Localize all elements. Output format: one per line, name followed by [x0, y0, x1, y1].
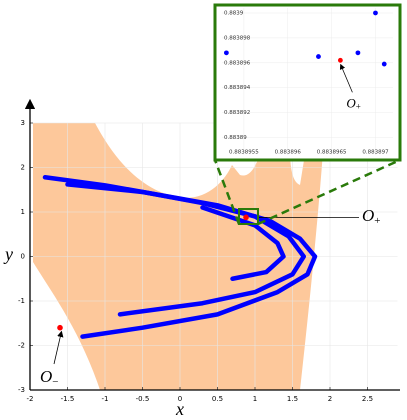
- inset-annotation-label: O+: [346, 95, 360, 111]
- x-tick-label: -0.5: [136, 395, 150, 403]
- annotation-label: O+: [362, 206, 381, 227]
- y-tick-label: -3: [18, 386, 25, 394]
- annotation-arrow: [53, 330, 64, 365]
- y-tick-label: -2: [18, 342, 25, 350]
- y-tick-label: 0.883896: [224, 60, 251, 66]
- point: [373, 10, 378, 16]
- attractor-curve: [200, 205, 286, 281]
- y-tick-label: 0.883894: [224, 85, 251, 91]
- x-tick-label: -1: [102, 395, 109, 403]
- x-tick-label: 0.8838965: [317, 150, 347, 156]
- y-axis-label: y: [3, 244, 13, 264]
- x-tick-label: 2.5: [362, 395, 373, 403]
- y-tick-label: 0: [21, 253, 25, 261]
- fixed-point: [57, 324, 63, 331]
- x-tick-label: -1.5: [61, 395, 75, 403]
- y-tick-label: 0.8839: [224, 10, 244, 16]
- zoom-box: [238, 208, 259, 225]
- annotation-text: O: [346, 95, 356, 110]
- attractor-curve: [65, 182, 306, 317]
- point: [337, 57, 343, 63]
- y-tick-label: 0.883892: [224, 110, 250, 116]
- x-tick-label: 0.883896: [275, 150, 302, 156]
- annotation-label: O−: [40, 367, 59, 388]
- annotation-subscript: +: [374, 215, 380, 227]
- inset-arrow: [339, 63, 353, 93]
- annotation-subscript: −: [52, 376, 58, 388]
- x-tick-label: 0.8838955: [229, 150, 259, 156]
- x-axis-label: x: [175, 399, 184, 419]
- x-tick-label: 0.883897: [362, 150, 389, 156]
- x-tick-label: 0.5: [212, 395, 223, 403]
- y-tick-label: -1: [18, 297, 25, 305]
- y-tick-label: 0.883898: [224, 35, 251, 41]
- point: [316, 54, 321, 59]
- point: [381, 61, 387, 67]
- x-tick-label: -2: [27, 395, 34, 403]
- annotation-text: O: [40, 367, 52, 386]
- y-tick-label: 2: [21, 164, 25, 172]
- y-tick-label: 3: [21, 119, 25, 127]
- y-tick-label: 0.88389: [224, 135, 247, 141]
- x-tick-label: 1: [253, 395, 257, 403]
- zoom-link: [213, 159, 241, 225]
- x-tick-label: 1.5: [287, 395, 298, 403]
- x-tick-label: 2: [328, 395, 332, 403]
- annotation-text: O: [362, 206, 374, 225]
- annotation-subscript: +: [356, 101, 361, 111]
- inset-plot: 0.8838955 0.883896 0.8838965 0.883897 0.8838…: [222, 8, 393, 156]
- point: [355, 50, 361, 56]
- inset-frame: [213, 3, 402, 162]
- y-tick-label: 1: [21, 208, 25, 216]
- x-tick-label: 0: [178, 395, 182, 403]
- fixed-point: [243, 214, 249, 221]
- point: [223, 50, 229, 56]
